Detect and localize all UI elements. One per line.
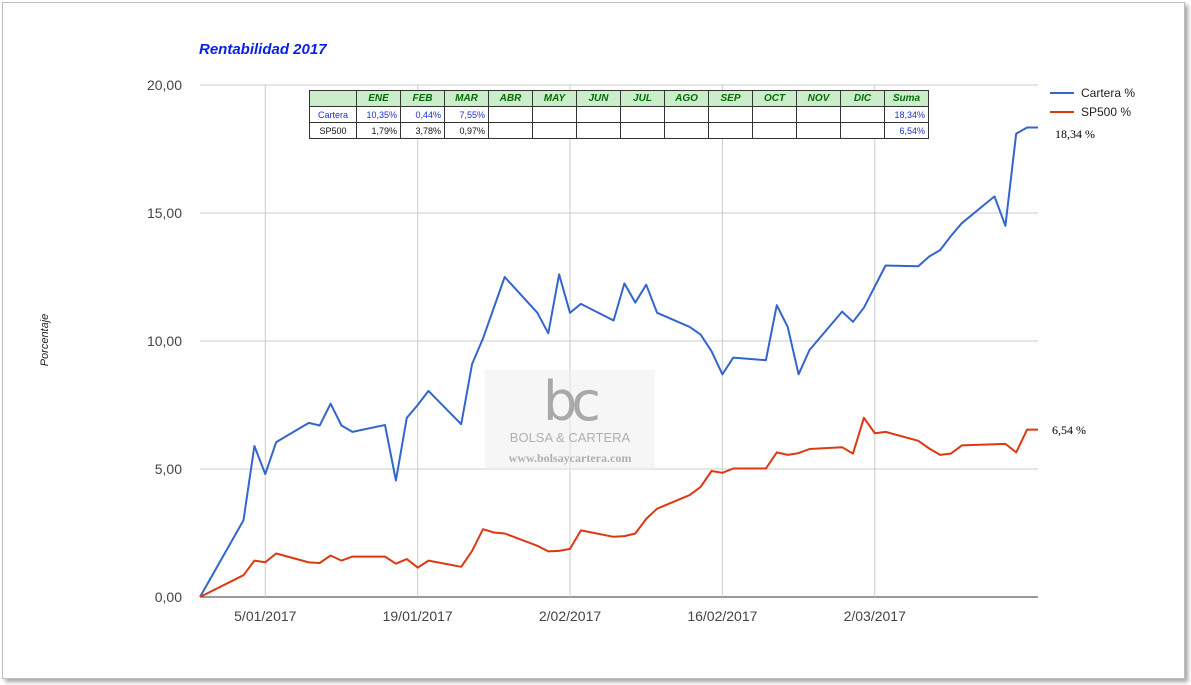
x-tick-label: 5/01/2017 [234, 608, 296, 624]
legend-swatch [1050, 110, 1074, 113]
table-header-cell: MAR [444, 90, 489, 107]
table-cell [664, 106, 709, 123]
table-header-cell: ABR [488, 90, 533, 107]
table-header-cell: ENE [356, 90, 401, 107]
watermark: bc BOLSA & CARTERA www.bolsaycartera.com [485, 370, 655, 470]
x-tick-label: 16/02/2017 [687, 608, 757, 624]
watermark-logo: bc [543, 370, 601, 433]
table-header-cell: NOV [796, 90, 841, 107]
x-tick-label: 19/01/2017 [383, 608, 453, 624]
table-header-cell: OCT [752, 90, 797, 107]
table-cell [532, 106, 577, 123]
table-cell [840, 106, 885, 123]
table-cell [488, 106, 533, 123]
table-cell [664, 122, 709, 139]
table-cell [796, 106, 841, 123]
legend-item-cartera: Cartera % [1050, 83, 1135, 102]
chart-title: Rentabilidad 2017 [199, 41, 327, 58]
sp500-end-label: 6,54 % [1052, 423, 1086, 437]
chart-legend: Cartera % SP500 % [1050, 83, 1135, 121]
chart-series [199, 126, 1038, 598]
table-cell: 0,44% [400, 106, 445, 123]
y-tick-label: 0,00 [155, 589, 182, 605]
x-tick-label: 2/03/2017 [844, 608, 906, 624]
table-cell [752, 106, 797, 123]
watermark-brand: BOLSA & CARTERA [509, 430, 631, 445]
table-cell [796, 122, 841, 139]
table-cell: 0,97% [444, 122, 489, 139]
table-row-label: SP500 [309, 122, 357, 139]
table-header-row: ENE FEB MAR ABR MAY JUN JUL AGO SEP OCT … [309, 90, 929, 107]
table-cell: 3,78% [400, 122, 445, 139]
y-tick-label: 15,00 [147, 205, 182, 221]
table-header-cell: FEB [400, 90, 445, 107]
legend-label: Cartera % [1081, 85, 1136, 100]
table-cell: 18,34% [884, 106, 929, 123]
table-header-cell: JUL [620, 90, 665, 107]
table-header-cell [309, 90, 357, 107]
table-cell: 6,54% [884, 122, 929, 139]
table-cell [488, 122, 533, 139]
table-header-cell: JUN [576, 90, 621, 107]
table-row-cartera: Cartera 10,35% 0,44% 7,55% 18,34% [309, 106, 929, 123]
table-cell: 7,55% [444, 106, 489, 123]
table-header-cell: DIC [840, 90, 885, 107]
table-row-sp500: SP500 1,79% 3,78% 0,97% 6,54% [309, 122, 929, 139]
monthly-returns-table: ENE FEB MAR ABR MAY JUN JUL AGO SEP OCT … [309, 90, 929, 139]
watermark-url: www.bolsaycartera.com [508, 451, 632, 465]
table-cell: 10,35% [356, 106, 401, 123]
table-row-label: Cartera [309, 106, 357, 123]
table-header-cell: Suma [884, 90, 929, 107]
table-cell [532, 122, 577, 139]
table-header-cell: SEP [708, 90, 753, 107]
table-cell [576, 106, 621, 123]
table-header-cell: MAY [532, 90, 577, 107]
axis-ticks: 0,00 5,00 10,00 15,00 20,00 5/01/2017 19/01/20… [147, 77, 906, 624]
y-tick-label: 10,00 [147, 333, 182, 349]
grid-lines [200, 84, 1038, 598]
table-cell [576, 122, 621, 139]
y-tick-label: 5,00 [155, 461, 182, 477]
table-cell [752, 122, 797, 139]
x-tick-label: 2/02/2017 [539, 608, 601, 624]
table-cell [620, 106, 665, 123]
legend-item-sp500: SP500 % [1050, 102, 1135, 121]
table-cell [840, 122, 885, 139]
table-cell [708, 106, 753, 123]
table-cell: 1,79% [356, 122, 401, 139]
table-cell [620, 122, 665, 139]
legend-swatch [1050, 91, 1074, 94]
table-cell [708, 122, 753, 139]
series-line-cartera [199, 126, 1038, 598]
series-line-sp500 [199, 416, 1038, 598]
y-tick-label: 20,00 [147, 77, 182, 93]
legend-label: SP500 % [1081, 104, 1132, 119]
table-header-cell: AGO [664, 90, 709, 107]
cartera-end-label: 18,34 % [1055, 127, 1095, 141]
